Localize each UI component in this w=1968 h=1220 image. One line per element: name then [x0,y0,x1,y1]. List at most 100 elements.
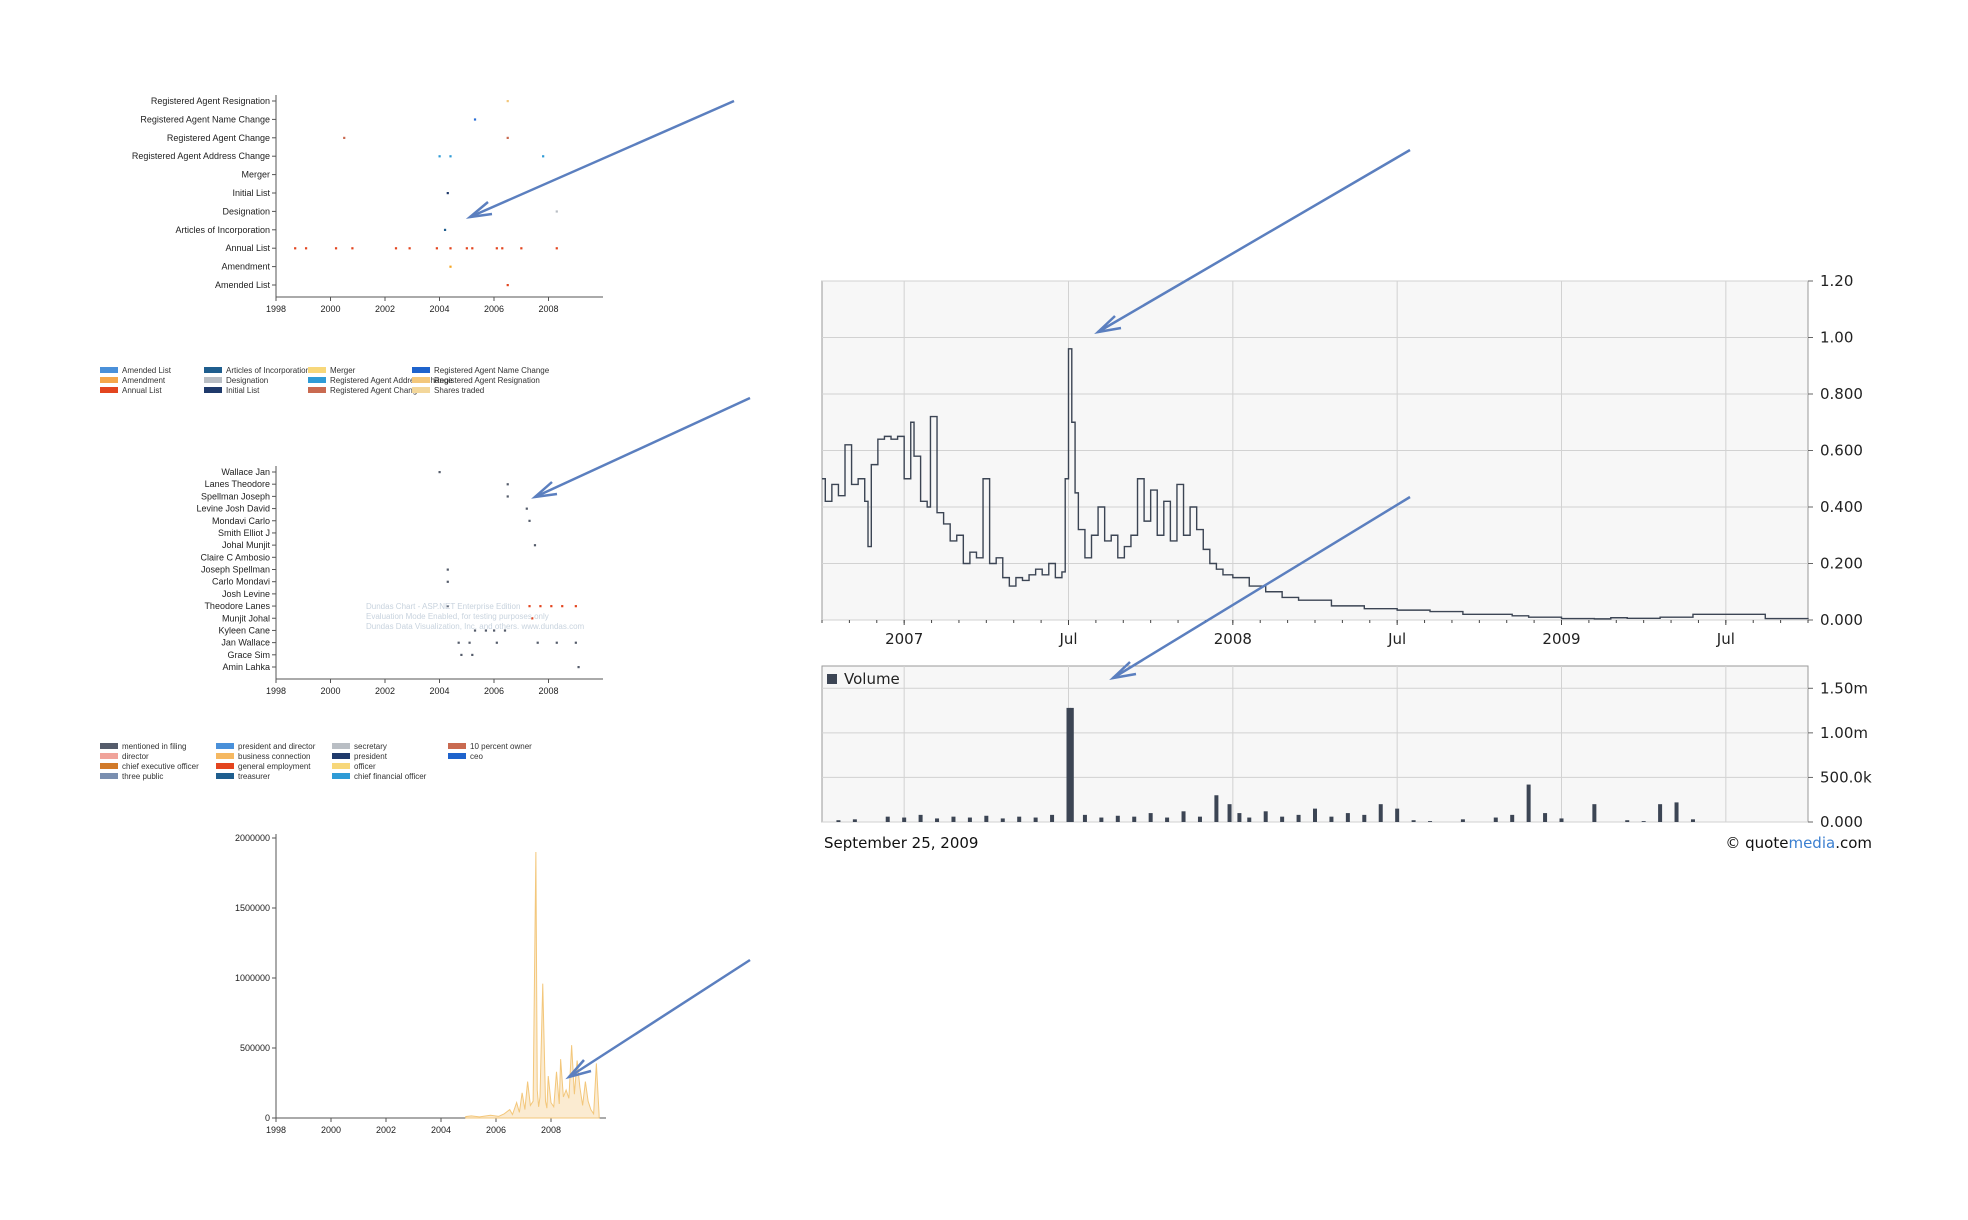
volume-bar [1362,814,1367,822]
volume-bar [1460,819,1465,822]
data-point [531,617,534,620]
volume-legend-label: Volume [844,670,900,688]
y-tick-label: Theodore Lanes [204,601,270,611]
legend-label: officer [354,762,376,771]
data-point [473,118,477,121]
legend-label: Registered Agent Change [330,386,422,395]
data-point [539,605,542,608]
legend-label: Registered Agent Name Change [434,366,550,375]
legend-swatch [448,753,466,759]
x-tick-label: 2009 [1542,630,1580,648]
volume-bar [1066,707,1071,822]
y-tick-label: 0.000 [1820,611,1863,629]
legend-swatch [308,387,326,393]
y-tick-label: 2000000 [235,833,270,843]
x-tick-label: 2004 [429,304,449,314]
y-tick-label: Registered Agent Name Change [140,114,270,124]
legend-swatch [412,377,430,383]
brand-com: .com [1835,834,1872,852]
volume-bar [1510,814,1515,822]
y-tick-label: 0.200 [1820,555,1863,573]
x-tick-label: 1998 [266,1125,286,1135]
legend-label: three public [122,772,163,781]
data-point [506,495,509,498]
data-point [438,155,441,158]
x-tick-label: 2008 [1214,630,1252,648]
y-tick-label: 0.000 [1820,813,1863,831]
legend-swatch [100,743,118,749]
volume-bar [1033,817,1038,822]
legend-swatch [332,753,350,759]
volume-bar [1428,821,1433,822]
legend-swatch [308,377,326,383]
data-point [542,155,545,158]
data-point [503,629,507,632]
y-tick-label: Carlo Mondavi [212,577,270,587]
volume-bar [1493,817,1498,822]
data-point [304,247,308,250]
data-point [495,247,498,250]
legend-swatch [100,367,118,373]
volume-bar [1280,816,1285,822]
legend-label: Registered Agent Resignation [434,376,540,385]
quotemedia-brand[interactable]: © quotemedia.com [1725,834,1872,852]
x-tick-label: 2000 [320,686,340,696]
legend-swatch [216,743,234,749]
data-point [394,247,398,250]
volume-bar [1641,821,1646,822]
y-tick-label: Josh Levine [222,589,270,599]
legend-label: director [122,752,149,761]
volume-bar [1329,816,1334,822]
stock-price-chart: 1.20 1.00 0.800 0.600 0.400 0.200 0.000 2007 Jul… [821,272,1863,648]
y-tick-label: 1000000 [235,973,270,983]
y-tick-label: Mondavi Carlo [212,516,270,526]
legend-label: Articles of Incorporation [226,366,310,375]
volume-bar [1237,813,1242,822]
legend-label: 10 percent owner [470,742,532,751]
data-point [473,629,477,632]
data-point [449,155,452,158]
filings-timeline-chart: Registered Agent Resignation Registered A… [132,95,603,314]
data-point [520,247,523,250]
volume-bar [836,820,841,822]
volume-bar [918,814,923,822]
y-tick-label: 1.00 [1820,329,1853,347]
data-point [294,247,297,250]
arrow-people [534,396,751,499]
y-tick-label: 0.400 [1820,498,1863,516]
legend-swatch [308,367,326,373]
volume-bar [1165,817,1170,822]
data-point [446,192,449,195]
x-tick-label: 2007 [885,630,923,648]
y-tick-label: Initial List [232,188,270,198]
volume-bar [1395,808,1400,822]
data-point [351,247,354,250]
y-tick-label: 500.0k [1820,768,1872,786]
data-point [533,544,537,547]
x-tick-label: 2008 [541,1125,561,1135]
legend-label: Designation [226,376,268,385]
legend-label: president and director [238,742,316,751]
volume-bar [984,815,989,822]
data-point [577,666,580,669]
legend-swatch [332,743,350,749]
legend-label: president [354,752,388,761]
legend-label: Annual List [122,386,162,395]
data-point [465,247,468,250]
data-point [536,641,539,644]
volume-bar [1411,820,1416,822]
volume-bar [1000,818,1005,822]
data-point [484,629,488,632]
data-point [574,641,577,644]
data-point [449,265,452,268]
x-tick-label: 2000 [321,1125,341,1135]
data-point [343,136,346,139]
shares-traded-area [465,851,600,1119]
legend-label: business connection [238,752,311,761]
x-tick-label: Jul [1058,630,1077,648]
volume-bar [1099,817,1104,822]
legend-swatch [100,773,118,779]
data-point [574,605,577,608]
volume-bar [1592,804,1597,822]
